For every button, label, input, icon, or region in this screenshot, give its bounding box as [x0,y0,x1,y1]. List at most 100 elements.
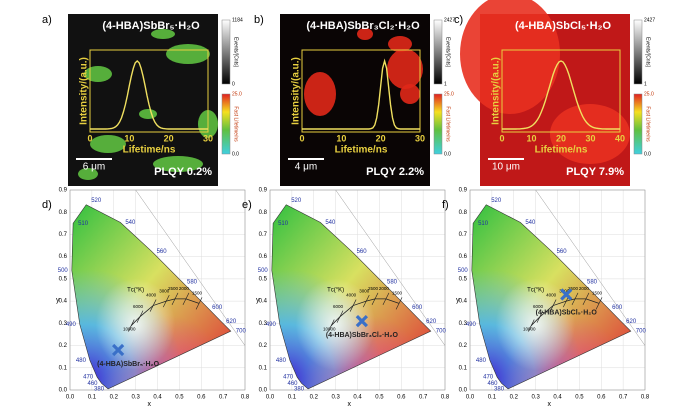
isotherm [195,297,203,310]
x-tick-label: 0.0 [466,395,475,401]
chromaticity-gamut [271,204,431,389]
events-max: 2427 [444,17,455,23]
y-tick-label: 0.4 [459,299,468,305]
cct-label: 6000 [533,304,544,309]
x-tick-label: 0.5 [375,395,384,401]
wavelength-label: 470 [483,375,494,381]
wavelength-label: 560 [557,249,568,255]
scale-label: 4 μm [295,162,317,173]
cct-label: 10000 [123,327,136,332]
y-tick-label: 0.5 [259,276,268,282]
x-tick-label: 0.8 [641,395,650,401]
y-tick-label: 0.5 [59,276,68,282]
events-max: 2427 [644,17,655,23]
scale-label: 6 μm [83,162,105,173]
x-tick-label: 0.1 [88,395,97,401]
isotherm [527,319,535,332]
events-min: 1 [444,81,447,87]
wavelength-label: 540 [125,220,136,226]
inset-x-tick: 0 [499,133,504,143]
y-tick-label: 0.2 [259,343,268,349]
x-tick-label: 0.8 [441,395,450,401]
cct-label: 10000 [523,327,536,332]
life-max: 25.0 [644,91,654,97]
y-tick-label: 0.1 [459,365,468,371]
panel-label: e) [242,199,252,211]
isotherm [171,292,179,306]
isotherm [162,294,170,308]
y-tick-label: 0.7 [59,232,68,238]
inset-x-tick: 0 [87,133,92,143]
compound-title: (4-HBA)SbBr₃Cl₂·H₂O [306,20,420,32]
x-tick-label: 0.6 [397,395,406,401]
x-axis-label: x [148,401,152,406]
emission-region [84,66,112,82]
wavelength-label: 380 [494,386,505,392]
wavelength-label: 700 [636,329,647,335]
isotherm [395,297,403,310]
isotherm [595,297,603,310]
diagonal [535,189,646,346]
inset-x-tick: 20 [164,133,174,143]
wavelength-label: 620 [626,319,637,325]
life-min: 0.0 [232,151,239,157]
cie-point [560,288,573,301]
x-tick-label: 0.7 [619,395,628,401]
isotherm [536,310,544,323]
y-tick-label: 0.3 [59,321,68,327]
emission-region [400,84,420,104]
inset-x-tick: 30 [585,133,595,143]
wavelength-label: 460 [487,381,498,387]
compound-label: (4-HBA)SbBr₅·H₂O [97,361,159,368]
plot-frame [69,189,246,391]
isotherm [127,319,135,332]
inset-x-label: Lifetime/ns [335,145,388,156]
wavelength-label: 600 [412,305,423,311]
inset-x-label: Lifetime/ns [535,145,588,156]
events-label: Events/[Cnts] [233,37,239,67]
cct-label: 2000 [179,286,190,291]
spectral-locus [471,204,632,390]
isotherm [182,292,190,306]
panel-label: a) [42,14,52,26]
x-tick-label: 0.1 [488,395,497,401]
wavelength-label: 470 [83,375,94,381]
chromaticity-gamut [471,204,631,389]
cct-label: 2000 [579,286,590,291]
y-tick-label: 0.1 [59,365,68,371]
x-tick-label: 0.8 [241,395,250,401]
isotherm [149,299,157,312]
x-tick-label: 0.6 [197,395,206,401]
isotherm [362,294,370,308]
chromaticity-gamut [71,204,231,389]
y-tick-label: 0.6 [59,254,68,260]
emission-region [460,0,560,114]
wavelength-label: 700 [236,329,247,335]
wavelength-label: 490 [266,322,277,328]
x-tick-label: 0.7 [219,395,228,401]
wavelength-label: 700 [436,329,447,335]
x-axis-label: x [548,401,552,406]
x-tick-label: 0.4 [353,395,362,401]
decay-curve [502,60,620,130]
cct-label: 4000 [346,293,357,298]
x-tick-label: 0.0 [66,395,75,401]
isotherm [582,292,590,306]
plqy: PLQY 0.2% [154,166,212,178]
cct-label: 10000 [323,327,336,332]
wavelength-label: 490 [66,322,77,328]
wavelength-label: 500 [258,268,269,274]
inset-x-tick: 40 [615,133,625,143]
wavelength-label: 480 [476,358,487,364]
x-tick-label: 0.4 [553,395,562,401]
wavelength-label: 480 [276,358,287,364]
decay-curve [302,58,420,130]
life-max: 25.0 [444,91,454,97]
cct-label: 3000 [359,288,370,293]
y-tick-label: 0.3 [459,321,468,327]
x-tick-label: 0.3 [331,395,340,401]
inset-y-label: Intensity/(a.u.) [491,57,502,125]
plqy: PLQY 2.2% [366,166,424,178]
emission-region [304,72,336,116]
y-tick-label: 0.7 [459,232,468,238]
